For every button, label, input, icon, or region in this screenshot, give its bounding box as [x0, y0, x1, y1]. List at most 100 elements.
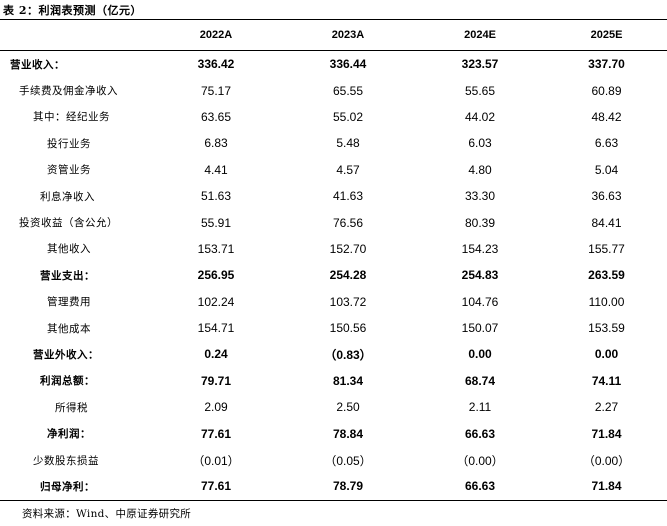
value-cell: （0.01）: [192, 453, 240, 468]
value-cell: （0.00）: [582, 453, 631, 468]
row-label: 投资收益（含公允）: [19, 217, 118, 230]
value-cell: 60.89: [591, 83, 622, 98]
row-label: 归母净利：: [40, 480, 95, 493]
value-cell: 103.72: [329, 294, 367, 309]
value-cell: 5.48: [336, 136, 360, 151]
value-cell: 79.71: [200, 373, 232, 388]
header-row: 2022A 2023A 2024E 2025E: [0, 19, 667, 51]
value-cell: 78.79: [332, 479, 364, 494]
table-row: 营业收入： 336.42 336.44 323.57 337.70: [0, 51, 667, 78]
value-cell: 254.83: [461, 268, 499, 283]
value-cell: 154.71: [197, 321, 235, 336]
value-cell: 81.34: [332, 373, 364, 388]
value-cell: 153.71: [197, 241, 235, 256]
value-cell: 2.50: [336, 400, 360, 415]
value-cell: 55.02: [332, 109, 364, 124]
value-cell: 337.70: [588, 57, 625, 72]
value-cell: 0.24: [204, 347, 228, 362]
row-label: 净利润：: [47, 428, 91, 441]
value-cell: 78.84: [332, 426, 364, 441]
value-cell: 65.55: [332, 83, 364, 98]
value-cell: 110.00: [588, 294, 625, 309]
value-cell: 150.07: [461, 321, 499, 336]
value-cell: 6.63: [594, 136, 619, 151]
value-cell: （0.05）: [324, 453, 372, 468]
value-cell: 63.65: [200, 109, 232, 124]
value-cell: 2.09: [204, 400, 228, 415]
value-cell: 0.00: [594, 347, 619, 362]
row-label: 营业外收入：: [33, 348, 99, 361]
table-row: 少数股东损益 （0.01） （0.05） （0.00） （0.00）: [0, 447, 667, 473]
value-cell: 4.80: [468, 162, 492, 177]
value-cell: 102.24: [197, 294, 235, 309]
value-cell: 76.56: [332, 215, 364, 230]
row-label: 营业收入：: [10, 58, 65, 71]
row-label: 少数股东损益: [33, 454, 99, 467]
value-cell: 336.42: [197, 57, 235, 72]
header-label-cell: [0, 19, 150, 51]
row-label: 资管业务: [47, 164, 91, 177]
header-year: 2023A: [282, 19, 414, 51]
table-row: 其中：经纪业务 63.65 55.02 44.02 48.42: [0, 104, 667, 130]
table-body: 营业收入： 336.42 336.44 323.57 337.70 手续费及佣金净收入 75…: [0, 51, 667, 501]
value-cell: 154.23: [461, 241, 499, 256]
row-label: 利息净收入: [40, 190, 95, 203]
value-cell: 36.63: [591, 189, 622, 204]
value-cell: 55.65: [464, 83, 496, 98]
row-label: 利润总额：: [40, 375, 95, 388]
value-cell: 6.03: [468, 136, 492, 151]
value-cell: 71.84: [591, 479, 622, 494]
table-title: 表 2：利润表预测（亿元）: [3, 4, 142, 17]
value-cell: 6.83: [204, 136, 228, 151]
value-cell: 68.74: [464, 373, 496, 388]
table-row: 利润总额： 79.71 81.34 68.74 74.11: [0, 368, 667, 394]
value-cell: 80.39: [464, 215, 496, 230]
table-row: 管理费用 102.24 103.72 104.76 110.00: [0, 289, 667, 315]
value-cell: 4.41: [204, 162, 228, 177]
table-row: 手续费及佣金净收入 75.17 65.55 55.65 60.89: [0, 77, 667, 103]
value-cell: （0.83）: [324, 347, 372, 362]
table-row: 所得税 2.09 2.50 2.11 2.27: [0, 394, 667, 420]
income-statement-table: 2022A 2023A 2024E 2025E 营业收入： 336.42 336.4…: [0, 19, 667, 501]
value-cell: 336.44: [329, 57, 367, 72]
header-year: 2022A: [150, 19, 282, 51]
value-cell: 77.61: [200, 479, 232, 494]
value-cell: 66.63: [464, 479, 496, 494]
value-cell: 323.57: [461, 57, 499, 72]
value-cell: 51.63: [200, 189, 232, 204]
value-cell: 48.42: [591, 109, 622, 124]
table-row: 营业支出： 256.95 254.28 254.83 263.59: [0, 262, 667, 288]
value-cell: 33.30: [464, 189, 496, 204]
value-cell: 2.27: [594, 400, 619, 415]
table-row: 投行业务 6.83 5.48 6.03 6.63: [0, 130, 667, 156]
value-cell: 44.02: [464, 109, 496, 124]
table-row: 投资收益（含公允） 55.91 76.56 80.39 84.41: [0, 209, 667, 235]
row-label: 其他成本: [47, 322, 91, 335]
value-cell: 71.84: [591, 426, 622, 441]
value-cell: 41.63: [332, 189, 364, 204]
header-year: 2024E: [414, 19, 546, 51]
table-row: 其他成本 154.71 150.56 150.07 153.59: [0, 315, 667, 341]
value-cell: 5.04: [594, 162, 619, 177]
row-label: 管理费用: [47, 296, 91, 309]
value-cell: 263.59: [588, 268, 625, 283]
value-cell: 104.76: [461, 294, 499, 309]
row-label: 手续费及佣金净收入: [19, 85, 118, 98]
source-note: 资料来源：Wind、中原证券研究所: [22, 508, 192, 520]
value-cell: 153.59: [588, 321, 625, 336]
value-cell: 55.91: [200, 215, 232, 230]
header-year: 2025E: [546, 19, 667, 51]
value-cell: 155.77: [588, 241, 625, 256]
value-cell: 256.95: [197, 268, 235, 283]
table-row: 利息净收入 51.63 41.63 33.30 36.63: [0, 183, 667, 209]
table-row: 其他收入 153.71 152.70 154.23 155.77: [0, 236, 667, 262]
row-label: 营业支出：: [40, 269, 95, 282]
value-cell: 77.61: [200, 426, 232, 441]
value-cell: 150.56: [329, 321, 367, 336]
row-label: 其中：经纪业务: [33, 111, 110, 124]
value-cell: 74.11: [591, 373, 622, 388]
row-label: 其他收入: [47, 243, 91, 256]
table-row: 资管业务 4.41 4.57 4.80 5.04: [0, 157, 667, 183]
value-cell: 152.70: [329, 241, 367, 256]
value-cell: （0.00）: [456, 453, 504, 468]
